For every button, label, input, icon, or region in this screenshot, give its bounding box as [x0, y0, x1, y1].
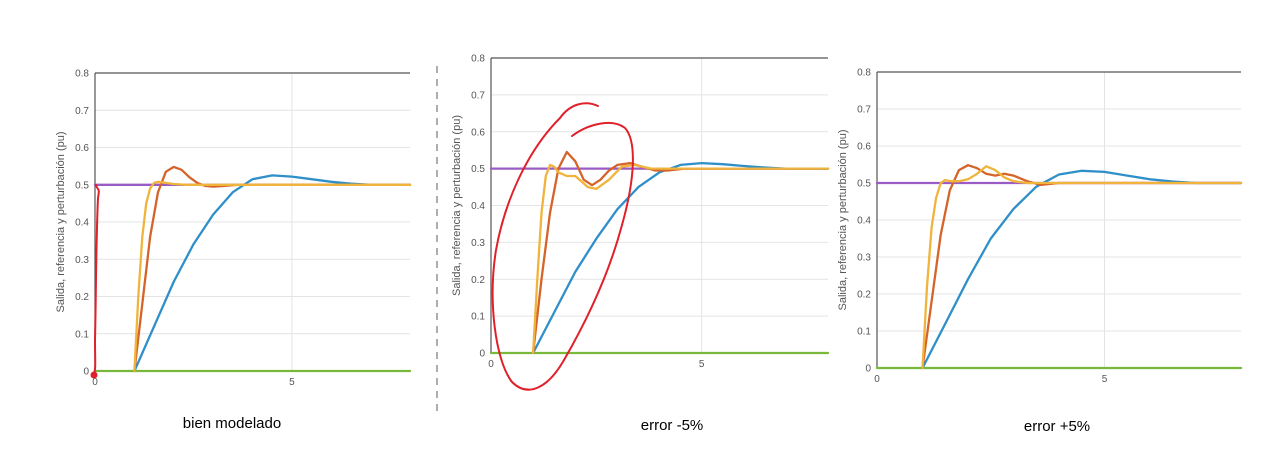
y-axis-label: Salida, referencia y perturbación (pu) — [451, 115, 463, 296]
series-line-5 — [133, 180, 412, 373]
y-tick-label: 0.3 — [857, 253, 871, 264]
series-line-5 — [921, 165, 1243, 370]
chart-panel-2: 0 0.1 0.2 0.3 0.4 0.5 0.6 0.7 0.8 0 5 Salida, refer… — [451, 54, 830, 434]
y-tick-label: 0.7 — [471, 90, 485, 101]
y-tick-label: 0.5 — [471, 164, 485, 175]
y-tick-label: 0.4 — [75, 218, 89, 229]
y-tick-label: 0 — [865, 364, 871, 375]
chart-panel-3: 0 0.1 0.2 0.3 0.4 0.5 0.6 0.7 0.8 0 5 Salida, refer… — [837, 68, 1243, 435]
chart-caption: error +5% — [1024, 418, 1090, 435]
y-tick-label: 0.1 — [75, 329, 89, 340]
y-tick-label: 0.3 — [75, 255, 89, 266]
y-tick-label: 0.5 — [857, 179, 871, 190]
charts-container: 0 0.1 0.2 0.3 0.4 0.5 0.6 0.7 0.8 0 5 Salida, refer… — [55, 54, 1243, 435]
chart-caption: bien modelado — [183, 415, 281, 432]
y-tick-label: 0.6 — [471, 127, 485, 138]
series-line-4 — [531, 150, 830, 355]
annotation-loop — [491, 102, 634, 391]
y-tick-label: 0.1 — [857, 327, 871, 338]
y-tick-label: 0.7 — [75, 106, 89, 117]
chart-panel-1: 0 0.1 0.2 0.3 0.4 0.5 0.6 0.7 0.8 0 5 Salida, refer… — [55, 69, 412, 432]
x-tick-label: 0 — [488, 359, 494, 370]
x-tick-label: 5 — [699, 359, 705, 370]
y-tick-label: 0.8 — [857, 68, 871, 79]
y-tick-label: 0 — [83, 367, 89, 378]
x-tick-label: 0 — [874, 374, 880, 385]
y-tick-label: 0.2 — [75, 292, 89, 303]
y-tick-label: 0.5 — [75, 180, 89, 191]
y-tick-label: 0 — [479, 349, 485, 360]
chart-caption: error -5% — [641, 417, 704, 434]
red-annotations — [90, 102, 634, 391]
annotation-origin-dot — [90, 371, 98, 379]
y-tick-label: 0.3 — [471, 238, 485, 249]
x-tick-label: 5 — [289, 377, 295, 388]
y-tick-label: 0.8 — [75, 69, 89, 80]
y-tick-label: 0.6 — [857, 142, 871, 153]
y-tick-label: 0.8 — [471, 54, 485, 65]
y-tick-label: 0.1 — [471, 312, 485, 323]
series-line-5 — [531, 163, 830, 355]
y-tick-label: 0.2 — [857, 290, 871, 301]
y-tick-label: 0.6 — [75, 143, 89, 154]
y-tick-label: 0.2 — [471, 275, 485, 286]
y-axis-label: Salida, referencia y perturbación (pu) — [55, 132, 67, 313]
y-tick-label: 0.4 — [857, 216, 871, 227]
x-tick-label: 5 — [1102, 374, 1108, 385]
x-tick-label: 0 — [92, 377, 98, 388]
annotation-left-axis-mark — [93, 184, 100, 375]
y-axis-label: Salida, referencia y perturbación (pu) — [837, 130, 849, 311]
y-tick-label: 0.4 — [471, 201, 485, 212]
y-tick-label: 0.7 — [857, 105, 871, 116]
